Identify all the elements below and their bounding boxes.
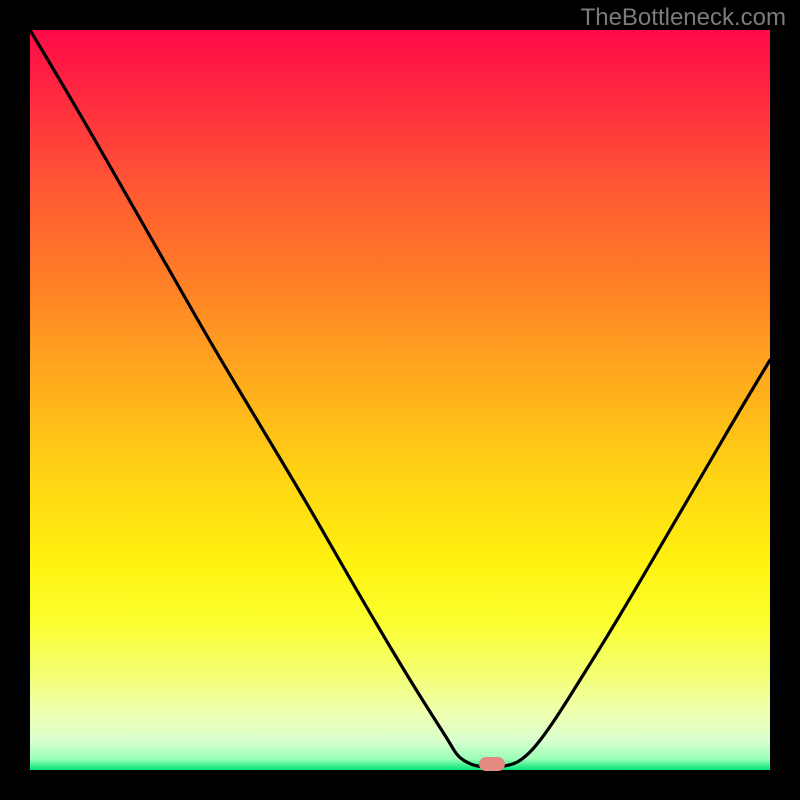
watermark-text: TheBottleneck.com	[581, 4, 786, 32]
chart-frame: TheBottleneck.com	[0, 0, 800, 800]
bottleneck-marker	[479, 757, 505, 771]
plot-area	[30, 30, 770, 770]
